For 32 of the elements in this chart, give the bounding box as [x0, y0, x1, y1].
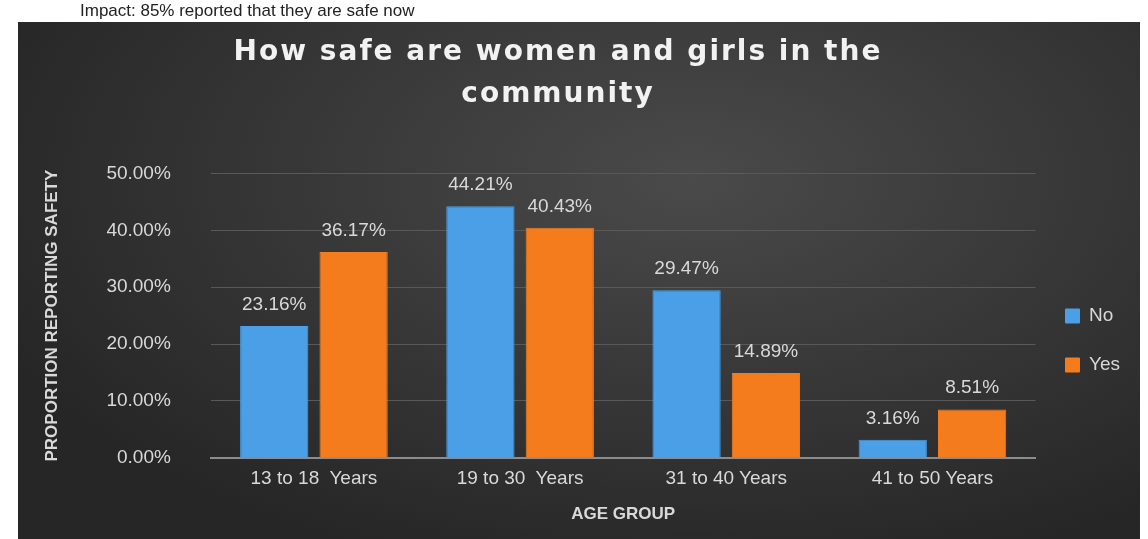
bar [858, 439, 927, 458]
x-axis-title: AGE GROUP [571, 504, 676, 524]
data-label: 36.17% [321, 218, 386, 240]
y-tick-label: 10.00% [106, 389, 171, 411]
y-tick-label: 20.00% [106, 332, 171, 354]
x-tick-label: 19 to 30 Years [456, 467, 584, 489]
x-tick-label: 13 to 18 Years [250, 467, 378, 489]
data-label: 8.51% [945, 376, 1000, 398]
data-label: 14.89% [733, 339, 799, 361]
y-tick-label: 30.00% [106, 275, 171, 297]
y-tick-label: 50.00% [106, 161, 171, 183]
bar [446, 206, 515, 458]
data-label: 23.16% [242, 292, 307, 314]
data-label: 29.47% [654, 256, 719, 278]
bar [319, 252, 388, 458]
data-label: 3.16% [865, 406, 920, 428]
y-tick-label: 0.00% [116, 446, 171, 468]
y-axis-title: PROPORTION REPORTING SAFETY [41, 169, 61, 462]
bar [937, 409, 1007, 458]
y-tick-label: 40.00% [106, 218, 171, 240]
data-label: 44.21% [448, 173, 513, 195]
bar [240, 326, 309, 458]
bar [731, 373, 801, 458]
chart-title: How safe are women and girls in the community [232, 33, 884, 111]
x-tick-label: 41 to 50 Years [871, 467, 994, 489]
bar [525, 227, 594, 458]
text: Impact: 85% reported that they are safe now [80, 1, 415, 20]
data-label: 40.43% [527, 194, 593, 216]
legend-label: Yes [1089, 353, 1120, 375]
legend-label: No [1089, 304, 1114, 326]
x-tick-label: 31 to 40 Years [665, 467, 788, 489]
bar [652, 290, 721, 458]
